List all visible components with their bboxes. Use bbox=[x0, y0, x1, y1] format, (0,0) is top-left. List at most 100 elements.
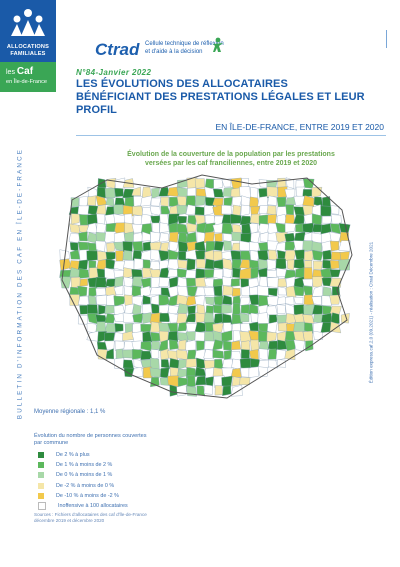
commune-shape bbox=[132, 241, 144, 252]
commune-shape bbox=[250, 267, 259, 279]
commune-shape bbox=[133, 258, 144, 270]
commune-shape bbox=[158, 250, 170, 262]
commune-shape bbox=[231, 287, 241, 297]
commune-shape bbox=[113, 332, 124, 342]
commune-shape bbox=[78, 268, 90, 279]
commune-shape bbox=[212, 223, 224, 233]
caf-region-badge: les Caf en Île-de-France bbox=[0, 62, 56, 92]
commune-shape bbox=[212, 278, 224, 288]
commune-shape bbox=[213, 240, 225, 251]
ctrad-subtitle: Cellule technique de réflexion et d'aide … bbox=[145, 41, 224, 55]
commune-shape bbox=[239, 377, 251, 385]
legend-item: De 1 % à moins de 2 % bbox=[38, 460, 128, 470]
commune-shape bbox=[222, 385, 232, 396]
commune-shape bbox=[257, 250, 269, 261]
commune-shape bbox=[186, 367, 197, 379]
legend-item: Inoffensive à 100 allocataires bbox=[38, 501, 128, 511]
commune-shape bbox=[87, 242, 98, 252]
commune-shape bbox=[203, 312, 215, 324]
commune-shape bbox=[122, 359, 134, 370]
commune-shape bbox=[167, 331, 179, 343]
commune-shape bbox=[98, 304, 106, 315]
commune-shape bbox=[222, 267, 233, 280]
commune-shape bbox=[221, 330, 233, 343]
commune-shape bbox=[194, 321, 206, 334]
commune-shape bbox=[213, 285, 223, 297]
commune-shape bbox=[149, 287, 162, 296]
commune-shape bbox=[231, 313, 243, 325]
commune-shape bbox=[185, 339, 197, 352]
commune-shape bbox=[187, 305, 196, 315]
commune-shape bbox=[286, 259, 295, 271]
commune-shape bbox=[158, 232, 169, 243]
commune-shape bbox=[321, 215, 333, 224]
commune-shape bbox=[159, 222, 170, 233]
commune-shape bbox=[321, 295, 332, 307]
commune-shape bbox=[104, 340, 115, 351]
commune-shape bbox=[285, 196, 296, 205]
commune-shape bbox=[221, 375, 233, 387]
legend-label: De 2 % à plus bbox=[56, 452, 90, 459]
commune-shape bbox=[131, 276, 143, 289]
commune-shape bbox=[113, 204, 125, 215]
commune-shape bbox=[194, 214, 206, 226]
commune-shape bbox=[311, 285, 324, 297]
commune-shape bbox=[69, 249, 81, 260]
sources-note: Sources : Fichiers d'allocataires des ca… bbox=[34, 512, 147, 524]
commune-shape bbox=[87, 195, 97, 206]
commune-shape bbox=[257, 285, 270, 296]
commune-shape bbox=[249, 358, 260, 368]
commune-shape bbox=[258, 341, 269, 351]
commune-shape bbox=[203, 231, 215, 243]
commune-shape bbox=[284, 269, 296, 279]
commune-shape bbox=[240, 204, 250, 217]
commune-shape bbox=[222, 285, 234, 296]
commune-shape bbox=[169, 339, 179, 350]
commune-shape bbox=[176, 215, 187, 224]
commune-shape bbox=[150, 340, 161, 351]
commune-shape bbox=[222, 233, 234, 243]
commune-shape bbox=[293, 214, 305, 225]
commune-shape bbox=[167, 305, 180, 316]
commune-shape bbox=[240, 340, 251, 352]
commune-shape bbox=[122, 241, 133, 253]
commune-shape bbox=[131, 186, 141, 197]
commune-shape bbox=[114, 197, 126, 206]
commune-shape bbox=[277, 278, 288, 288]
commune-shape bbox=[258, 187, 270, 199]
commune-shape bbox=[204, 258, 215, 270]
commune-shape bbox=[277, 322, 288, 332]
commune-shape bbox=[266, 270, 278, 278]
commune-shape bbox=[176, 205, 187, 215]
commune-shape bbox=[141, 303, 153, 314]
caf-family-icon bbox=[11, 9, 45, 36]
commune-shape bbox=[95, 276, 108, 288]
commune-shape bbox=[284, 222, 297, 233]
commune-shape bbox=[222, 358, 233, 370]
commune-shape bbox=[104, 305, 116, 315]
commune-shape bbox=[266, 305, 278, 316]
commune-shape bbox=[185, 358, 197, 368]
map-legend: De 2 % à plus De 1 % à moins de 2 % De 0 %… bbox=[38, 450, 128, 511]
commune-shape bbox=[78, 295, 89, 306]
commune-shape bbox=[105, 197, 115, 207]
commune-shape bbox=[212, 349, 224, 359]
legend-swatch bbox=[38, 472, 44, 479]
commune-shape bbox=[303, 267, 313, 280]
commune-shape bbox=[212, 339, 224, 351]
commune-shape bbox=[114, 276, 124, 287]
commune-shape bbox=[105, 348, 114, 360]
commune-shape bbox=[249, 321, 259, 332]
commune-shape bbox=[231, 376, 241, 387]
commune-shape bbox=[267, 359, 279, 369]
commune-shape bbox=[250, 231, 261, 244]
commune-shape bbox=[124, 196, 135, 208]
commune-shape bbox=[95, 287, 107, 296]
commune-shape bbox=[250, 186, 259, 199]
commune-shape bbox=[239, 267, 252, 280]
title-rule bbox=[76, 135, 386, 136]
commune-shape bbox=[203, 287, 215, 297]
commune-shape bbox=[150, 231, 161, 244]
commune-shape bbox=[205, 296, 216, 306]
commune-shape bbox=[213, 313, 223, 325]
